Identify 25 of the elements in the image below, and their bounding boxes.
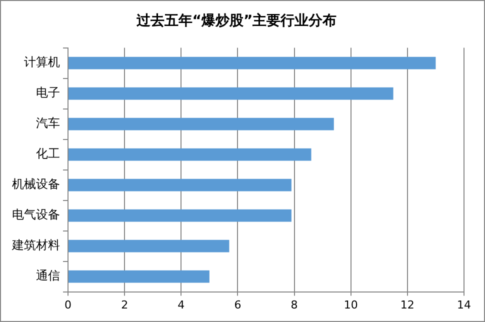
bar — [68, 118, 334, 130]
bar — [68, 56, 436, 70]
x-tick-label: 8 — [290, 298, 298, 312]
y-tick-label: 建筑材料 — [11, 238, 60, 252]
bar — [68, 148, 312, 161]
x-tick-label: 10 — [344, 298, 358, 312]
chart-title: 过去五年“爆炒股”主要行业分布 — [135, 12, 337, 30]
x-tick-label: 4 — [178, 298, 185, 312]
y-tick-label: 电气设备 — [12, 208, 60, 222]
bar — [68, 240, 230, 252]
x-tick-label: 2 — [121, 298, 128, 312]
x-tick-label: 6 — [234, 298, 242, 312]
x-tick-label: 14 — [457, 298, 471, 312]
bar — [68, 209, 292, 222]
bar — [68, 87, 394, 100]
y-tick-label: 化工 — [36, 146, 60, 161]
y-tick-label: 电子 — [36, 86, 60, 100]
bar — [68, 270, 210, 283]
y-tick-label: 汽车 — [36, 116, 60, 130]
y-tick-label: 机械设备 — [12, 177, 60, 192]
x-tick-label: 12 — [400, 298, 414, 312]
bar — [68, 178, 292, 192]
y-tick-label: 计算机 — [24, 55, 60, 70]
x-tick-label: 0 — [64, 298, 72, 312]
y-tick-label: 通信 — [36, 268, 60, 283]
